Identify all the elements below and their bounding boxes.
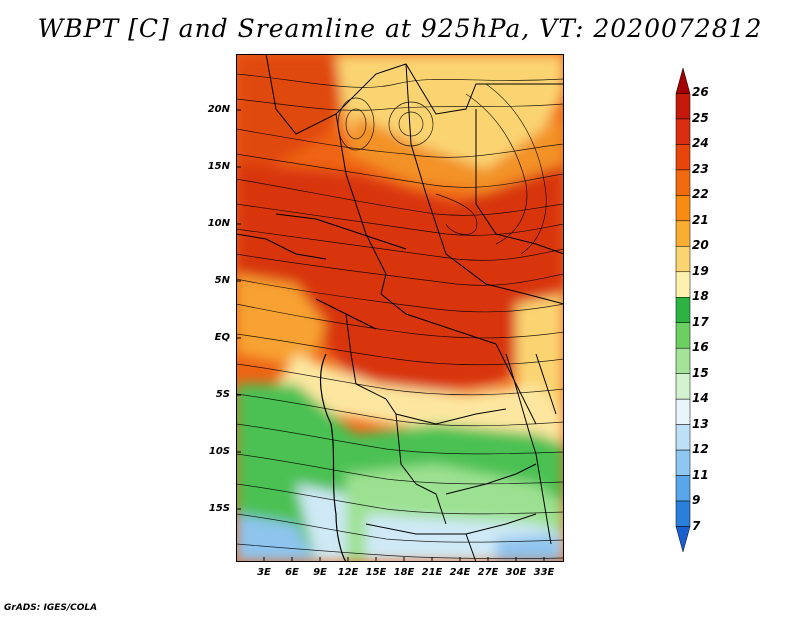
colorbar-label: 15 xyxy=(692,365,709,380)
axis-ticks xyxy=(236,109,545,562)
lon-label: 21E xyxy=(421,567,443,578)
colorbar-label: 19 xyxy=(692,263,709,278)
lon-label: 3E xyxy=(257,567,271,578)
field-south-yellow xyxy=(276,354,564,454)
colorbar-label: 24 xyxy=(692,136,709,151)
lat-label: 5S xyxy=(215,389,230,400)
colorbar-segment xyxy=(675,118,691,145)
field-southwest-blue xyxy=(236,514,316,562)
lon-label: 6E xyxy=(285,567,299,578)
colorbar-segment xyxy=(675,500,691,527)
footer-credit: GrADS: IGES/COLA xyxy=(4,603,98,613)
lon-label: 15E xyxy=(365,567,387,578)
field-west-orange xyxy=(236,274,326,364)
lat-label: 5N xyxy=(214,275,230,286)
chart-title: WBPT [C] and Sreamline at 925hPa, VT: 20… xyxy=(37,14,763,43)
colorbar-segment xyxy=(675,195,691,222)
colorbar-label: 17 xyxy=(692,314,709,329)
colorbar-segment xyxy=(675,398,691,425)
colorbar-label: 13 xyxy=(692,416,709,431)
lat-label: EQ xyxy=(214,332,230,343)
lon-label: 18E xyxy=(393,567,415,578)
field-southwest-pale xyxy=(296,484,346,562)
colorbar-segment xyxy=(675,93,691,120)
colorbar-segment xyxy=(675,424,691,451)
lat-label: 20N xyxy=(207,104,230,115)
colorbar-label: 12 xyxy=(692,442,709,457)
colorbar-segment xyxy=(675,322,691,349)
colorbar-label: 21 xyxy=(692,212,709,227)
colorbar-segment xyxy=(675,144,691,171)
colorbar-segment xyxy=(675,67,691,94)
colorbar-segment xyxy=(675,347,691,374)
colorbar-segment xyxy=(675,297,691,323)
lon-label: 24E xyxy=(449,567,471,578)
field-hot-band xyxy=(236,164,564,394)
colorbar-segment xyxy=(675,271,691,298)
lat-label: 10S xyxy=(208,446,230,457)
colorbar-segment xyxy=(675,169,691,196)
map-frame xyxy=(236,54,564,562)
colorbar-label: 11 xyxy=(692,467,709,482)
colorbar-label: 16 xyxy=(692,340,709,355)
colorbar-segment xyxy=(675,373,691,400)
colorbar-label: 23 xyxy=(692,161,709,176)
lat-label: 15S xyxy=(208,503,230,514)
lon-label: 30E xyxy=(505,567,527,578)
lon-label: 9E xyxy=(313,567,327,578)
colorbar-label: 18 xyxy=(692,289,709,304)
colorbar-label: 25 xyxy=(692,110,709,125)
streamlines xyxy=(236,73,564,560)
colorbar-segment xyxy=(675,526,691,553)
colorbar-label: 7 xyxy=(692,518,701,533)
colorbar-segment xyxy=(675,220,691,247)
field-sahara-orange xyxy=(346,114,564,194)
country-borders xyxy=(236,54,564,562)
colorbar-label: 20 xyxy=(692,238,709,253)
colorbar-label: 22 xyxy=(692,187,709,202)
lat-label: 10N xyxy=(207,218,230,229)
colorbar-segment xyxy=(675,246,691,273)
field-se-blue xyxy=(496,534,564,562)
lon-label: 12E xyxy=(337,567,359,578)
lon-label: 33E xyxy=(533,567,555,578)
lon-label: 27E xyxy=(477,567,499,578)
colorbar-segment xyxy=(675,475,691,502)
colorbar-label: 14 xyxy=(692,391,709,406)
colorbar xyxy=(675,67,691,553)
wbpt-map xyxy=(236,54,564,562)
colorbar-segment xyxy=(675,449,691,476)
colorbar-label: 26 xyxy=(692,85,709,100)
colorbar-label: 9 xyxy=(692,493,701,508)
lat-label: 15N xyxy=(207,161,230,172)
